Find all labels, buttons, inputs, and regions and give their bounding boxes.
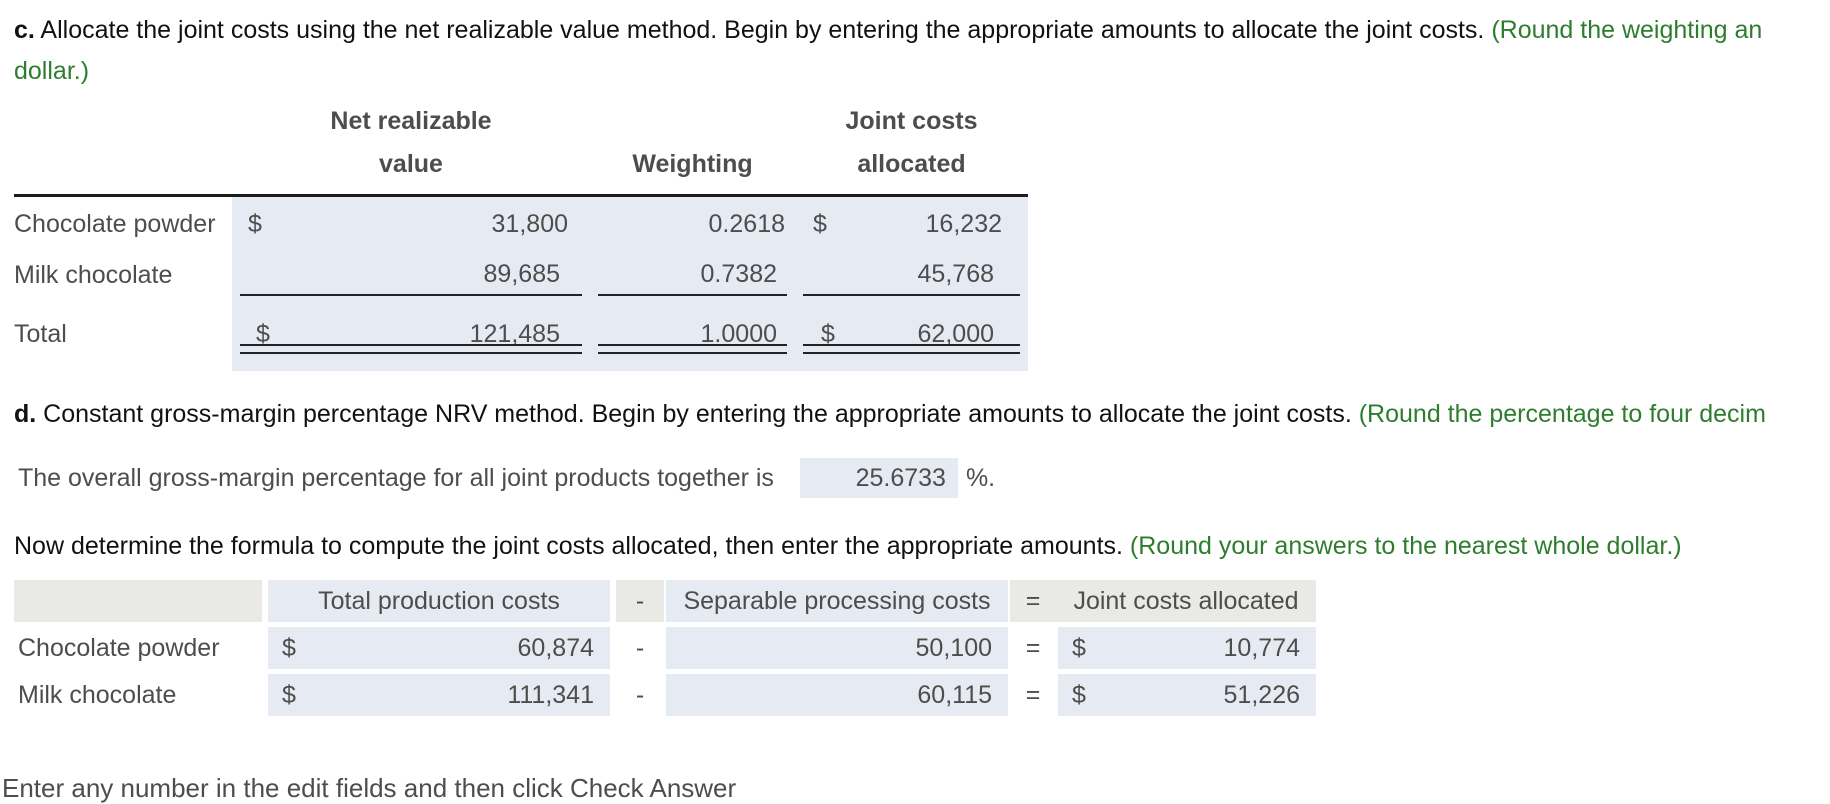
currency-symbol: $ (282, 633, 296, 662)
edit-fields-hint: Enter any number in the edit fields and … (2, 773, 737, 803)
joint-cost-allocated-field[interactable]: $10,774 (1058, 627, 1316, 669)
total-production-cost-field[interactable]: $60,874 (268, 627, 610, 669)
currency-symbol: $ (248, 209, 262, 238)
weighting-field[interactable]: 0.2618 (590, 210, 795, 239)
total-weighting: 1.0000 (700, 319, 777, 348)
joint-cost-allocated-value: 51,226 (1223, 680, 1300, 709)
weighting-value: 0.7382 (700, 259, 777, 288)
total-production-cost-value: 111,341 (507, 680, 594, 709)
separable-cost-field[interactable]: 50,100 (666, 627, 1008, 669)
nrv-value: 89,685 (483, 259, 560, 288)
table-row: Milk chocolate 89,685 0.7382 45,768 (14, 251, 1028, 299)
section-d-instructions: d. Constant gross-margin percentage NRV … (14, 400, 1766, 429)
nrv-header-row-2: value Weighting allocated (14, 143, 1028, 186)
row-label: Chocolate powder (14, 209, 216, 238)
nrv-header-joint-costs: Joint costs (845, 107, 978, 135)
formula-rounding-note: (Round your answers to the nearest whole… (1129, 532, 1682, 560)
section-c-instructions: c. Allocate the joint costs using the ne… (14, 16, 1762, 45)
header-equals-sign: = (1010, 580, 1056, 622)
section-c-rounding-note-line2: dollar.) (14, 57, 90, 85)
weighting-value: 0.2618 (708, 209, 785, 238)
header-total-production-costs: Total production costs (268, 580, 610, 622)
nrv-value-field[interactable]: 89,685 (240, 254, 582, 296)
formula-table: Total production costs - Separable proce… (14, 580, 1316, 716)
table-row: Chocolate powder $31,800 0.2618 $16,232 (14, 197, 1028, 251)
total-value: 121,485 (469, 319, 560, 348)
currency-symbol: $ (813, 209, 827, 238)
nrv-table-body: Chocolate powder $31,800 0.2618 $16,232 … (14, 197, 1028, 371)
currency-symbol: $ (1072, 633, 1086, 662)
allocated-value: 45,768 (917, 259, 994, 288)
row-label: Milk chocolate (14, 260, 173, 289)
weighting-field[interactable]: 0.7382 (598, 254, 787, 296)
total-row: Total $121,485 1.0000 $62,000 (14, 311, 1028, 357)
nrv-header-value: value (379, 150, 443, 178)
nrv-header-weighting: Weighting (632, 150, 753, 178)
gross-margin-line: The overall gross-margin percentage for … (18, 458, 995, 498)
table-row: Milk chocolate $111,341 - 60,115 = $51,2… (14, 674, 1316, 716)
formula-instructions-text: Now determine the formula to compute the… (14, 532, 1130, 560)
gross-margin-percentage-input[interactable]: 25.6733 (799, 458, 958, 498)
joint-cost-allocated-field[interactable]: $51,226 (1058, 674, 1316, 716)
percent-suffix: %. (965, 463, 996, 492)
gross-margin-text: The overall gross-margin percentage for … (18, 463, 774, 492)
currency-symbol: $ (821, 319, 835, 348)
joint-cost-allocated-value: 10,774 (1223, 633, 1300, 662)
formula-header-row: Total production costs - Separable proce… (14, 580, 1316, 622)
nrv-allocation-table: Net realizable Joint costs value Weighti… (14, 100, 1028, 371)
section-d-label: d. (14, 400, 37, 428)
table-row: Chocolate powder $60,874 - 50,100 = $10,… (14, 627, 1316, 669)
section-c-text: Allocate the joint costs using the net r… (34, 16, 1492, 44)
nrv-value-field[interactable]: $31,800 (232, 210, 590, 239)
total-production-cost-field[interactable]: $111,341 (268, 674, 610, 716)
section-d-text: Constant gross-margin percentage NRV met… (36, 400, 1359, 428)
section-d-rounding-note: (Round the percentage to four decim (1358, 400, 1766, 428)
header-minus-sign: - (616, 580, 664, 622)
nrv-header-row-1: Net realizable Joint costs (14, 100, 1028, 143)
allocated-field[interactable]: 45,768 (803, 254, 1020, 296)
currency-symbol: $ (256, 319, 270, 348)
separable-cost-value: 50,100 (915, 633, 992, 662)
currency-symbol: $ (282, 680, 296, 709)
formula-instructions: Now determine the formula to compute the… (14, 532, 1682, 561)
separable-cost-value: 60,115 (917, 680, 992, 709)
row-label: Chocolate powder (18, 633, 220, 662)
total-production-cost-value: 60,874 (517, 633, 594, 662)
section-c-rounding-note: (Round the weighting an (1491, 16, 1763, 44)
allocated-value: 16,232 (925, 209, 1002, 238)
header-separable-processing-costs: Separable processing costs (666, 580, 1008, 622)
separable-cost-field[interactable]: 60,115 (666, 674, 1008, 716)
nrv-value: 31,800 (491, 209, 568, 238)
nrv-input-area-background (232, 197, 1028, 371)
gross-margin-value: 25.6733 (855, 463, 946, 492)
total-allocated-cell: $62,000 (803, 315, 1020, 354)
allocated-field[interactable]: $16,232 (795, 210, 1028, 239)
total-value-cell: $121,485 (240, 315, 582, 354)
equals-sign: = (1025, 680, 1041, 709)
minus-sign: - (635, 633, 645, 662)
nrv-header-net-realizable: Net realizable (330, 107, 492, 135)
header-joint-costs-allocated: Joint costs allocated (1056, 580, 1316, 622)
total-weighting-cell: 1.0000 (598, 315, 787, 354)
total-label: Total (14, 319, 67, 348)
header-rule (14, 194, 1028, 197)
row-label: Milk chocolate (18, 680, 177, 709)
currency-symbol: $ (1072, 680, 1086, 709)
nrv-header-allocated: allocated (857, 150, 966, 178)
equals-sign: = (1025, 633, 1041, 662)
total-allocated: 62,000 (917, 319, 994, 348)
section-c-label: c. (14, 16, 35, 44)
minus-sign: - (635, 680, 645, 709)
